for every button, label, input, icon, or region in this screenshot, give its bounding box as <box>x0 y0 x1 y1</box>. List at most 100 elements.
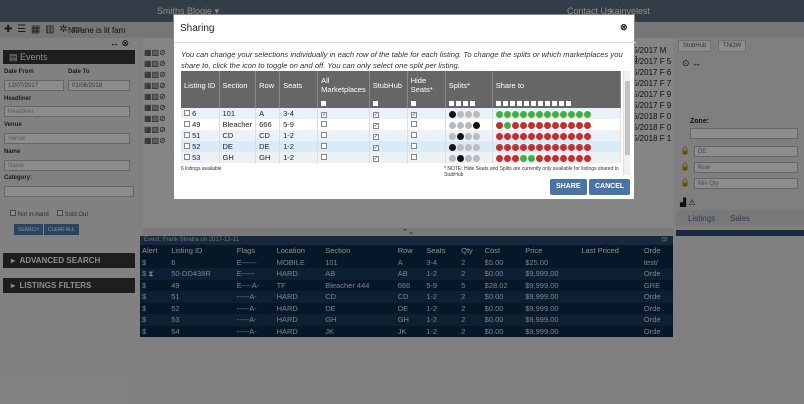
marketplace-toggle-icon[interactable] <box>551 110 559 118</box>
split-option-icon[interactable] <box>448 143 456 151</box>
marketplace-toggle-icon[interactable] <box>559 121 567 129</box>
close-icon[interactable]: ⊗ <box>620 22 628 32</box>
events-header[interactable]: ▤ Events <box>3 50 135 64</box>
marketplace-toggle-icon[interactable] <box>559 154 567 162</box>
col-location[interactable]: Location <box>276 246 305 256</box>
select-all-box[interactable] <box>410 101 416 106</box>
marketplace-toggle-icon[interactable] <box>519 110 527 118</box>
date-from-field[interactable]: 12/07/2017 <box>4 80 64 91</box>
toggle-checkbox[interactable]: ✓ <box>372 112 379 118</box>
marketplace-toggle-icon[interactable] <box>567 121 575 129</box>
row-action-icons[interactable]: ▦▧⊘ <box>144 114 166 123</box>
marketplace-toggle-icon[interactable] <box>551 154 559 162</box>
row-action-icons[interactable]: ▦▧⊘ <box>144 70 166 79</box>
venue-field[interactable]: Venue <box>4 133 130 144</box>
split-option-icon[interactable] <box>456 110 464 118</box>
marketplace-toggle-icon[interactable] <box>543 154 551 162</box>
clear-all-button[interactable]: CLEAR ALL <box>44 224 79 235</box>
row-filter[interactable]: Row <box>694 162 798 173</box>
col-order[interactable]: Orde <box>643 246 661 256</box>
marketplace-toggle-icon[interactable] <box>583 121 591 129</box>
tab-tnow[interactable]: TNOW <box>718 40 747 52</box>
split-option-icon[interactable] <box>456 132 464 140</box>
toggle-checkbox[interactable]: ✓ <box>410 112 417 118</box>
split-option-icon[interactable] <box>464 154 472 162</box>
col-seats[interactable]: Seats <box>426 246 446 256</box>
toggle-checkbox[interactable] <box>321 143 328 149</box>
table-row[interactable]: $ ⧗ 50-DD438R E----- HARD AB AB 1-2 2 $0.00 $9,99… <box>140 268 673 280</box>
row-select-checkbox[interactable] <box>184 154 190 160</box>
split-option-icon[interactable] <box>472 110 480 118</box>
marketplace-toggle-icon[interactable] <box>511 110 519 118</box>
marketplace-toggle-icon[interactable] <box>519 132 527 140</box>
marketplace-toggle-icon[interactable] <box>535 132 543 140</box>
row-action-icons[interactable]: ▦▧⊘ <box>144 103 166 112</box>
col-section[interactable]: Section <box>325 246 351 256</box>
col-qty[interactable]: Qty <box>461 246 473 256</box>
marketplace-toggle-icon[interactable] <box>543 121 551 129</box>
marketplace-toggle-icon[interactable] <box>543 110 551 118</box>
marketplace-toggle-icon[interactable] <box>543 143 551 151</box>
min-qty-filter[interactable]: Min Qty <box>694 178 798 189</box>
marketplace-toggle-icon[interactable] <box>511 121 519 129</box>
expand-icon[interactable]: ⊡ <box>661 237 667 243</box>
listings-filters-section[interactable]: ▸ LISTINGS FILTERS <box>3 278 135 293</box>
marketplace-toggle-icon[interactable] <box>583 154 591 162</box>
pane-nav-icon[interactable]: ⊙ ↔ <box>682 58 702 68</box>
marketplace-toggle-icon[interactable] <box>511 143 519 151</box>
marketplace-toggle-icon[interactable] <box>567 143 575 151</box>
col-flags[interactable]: Flags <box>236 246 256 256</box>
row-action-icons[interactable]: ▦▧⊘ <box>144 125 166 134</box>
marketplace-toggle-icon[interactable] <box>503 121 511 129</box>
row-action-icons[interactable]: ▦▧⊘ <box>144 92 166 101</box>
date-to-field[interactable]: 01/06/2018 <box>68 80 130 91</box>
marketplace-toggle-icon[interactable] <box>535 143 543 151</box>
marketplace-toggle-icon[interactable] <box>527 154 535 162</box>
toggle-checkbox[interactable] <box>321 121 328 127</box>
split-option-icon[interactable] <box>472 121 480 129</box>
table-row[interactable]: $54 -----A- HARD JK JK 1-2 2 $0.00 $9,999.00 Orde <box>140 326 673 338</box>
col-price[interactable]: Price <box>525 246 543 256</box>
headliner-field[interactable]: Headliner <box>4 106 130 117</box>
tab-sales[interactable]: Sales <box>730 214 751 223</box>
marketplace-toggle-icon[interactable] <box>495 110 503 118</box>
split-option-icon[interactable] <box>456 121 464 129</box>
marketplace-toggle-icon[interactable] <box>583 132 591 140</box>
marketplace-toggle-icon[interactable] <box>583 143 591 151</box>
toggle-checkbox[interactable]: ✓ <box>372 123 379 129</box>
col-last-priced[interactable]: Last Priced <box>581 246 619 256</box>
split-option-icon[interactable] <box>448 121 456 129</box>
lock-icon[interactable]: 🔒 <box>680 162 690 171</box>
marketplace-toggle-icon[interactable] <box>519 154 527 162</box>
chart-icon[interactable]: ▟ ⚠ <box>680 198 696 207</box>
marketplace-toggle-icon[interactable] <box>567 154 575 162</box>
marketplace-toggle-icon[interactable] <box>535 121 543 129</box>
split-option-icon[interactable] <box>472 143 480 151</box>
split-option-icon[interactable] <box>448 132 456 140</box>
toggle-checkbox[interactable] <box>410 121 417 127</box>
table-row[interactable]: $49 E----A- TF Bleacher 444 666 5-9 5 $28.02 $9,… <box>140 280 673 292</box>
table-row[interactable]: $51 -----A- HARD CD CD 1-2 2 $0.00 $9,999.00 Orde <box>140 291 673 303</box>
lock-icon[interactable]: 🔒 <box>680 146 690 155</box>
split-option-icon[interactable] <box>464 132 472 140</box>
lock-icon[interactable]: 🔒 <box>680 178 690 187</box>
marketplace-toggle-icon[interactable] <box>575 110 583 118</box>
section-filter[interactable]: DE <box>694 146 798 157</box>
table-row[interactable]: $6 E------ MOBILE 101 A 3-4 2 $5.00 $25.00 test/ <box>140 257 673 269</box>
col-cost[interactable]: Cost <box>484 246 501 256</box>
marketplace-toggle-icon[interactable] <box>559 143 567 151</box>
marketplace-toggle-icon[interactable] <box>495 143 503 151</box>
marketplace-toggle-icon[interactable] <box>551 121 559 129</box>
marketplace-toggle-icon[interactable] <box>495 154 503 162</box>
col-alert[interactable]: Alert <box>142 246 158 256</box>
split-option-icon[interactable] <box>456 154 464 162</box>
col-row[interactable]: Row <box>397 246 413 256</box>
share-button[interactable]: SHARE <box>550 179 587 195</box>
marketplace-toggle-icon[interactable] <box>519 121 527 129</box>
toggle-checkbox[interactable]: ✓ <box>372 134 379 140</box>
sold-out-checkbox[interactable] <box>57 210 64 216</box>
scroll-thumb[interactable] <box>625 81 630 155</box>
pane-splitter[interactable]: ⌃⌄ <box>143 228 673 236</box>
marketplace-toggle-icon[interactable] <box>495 121 503 129</box>
row-action-icons[interactable]: ▦▧⊘ <box>144 136 166 145</box>
